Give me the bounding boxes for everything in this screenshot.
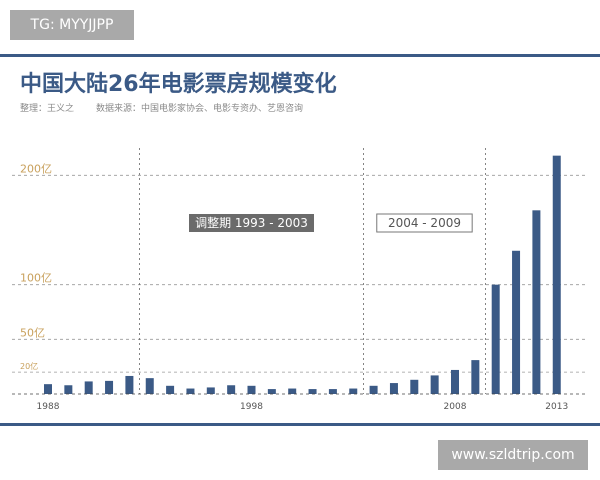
bar-2002 [328, 389, 337, 394]
bar-1990 [84, 381, 93, 394]
subtitle-author: 整理：王义之 [20, 104, 75, 114]
period-annotation-box [376, 213, 473, 233]
bar-1996 [206, 387, 215, 394]
y-tick-label: 50亿 [20, 326, 45, 339]
box-office-bar-chart: 20亿 50亿 100亿 200亿 调整期 1993 - 2003 2004 - 200… [12, 148, 588, 412]
bar-1988 [44, 384, 52, 394]
bar-2003 [349, 388, 358, 394]
bar-1989 [64, 385, 73, 394]
y-tick-label: 100亿 [20, 272, 52, 285]
x-axis: 1988 1998 2008 2013 [12, 393, 588, 412]
bar-2004 [369, 385, 378, 394]
period-annotation-label: 调整期 1993 - 2003 [195, 215, 308, 230]
top-divider [0, 54, 600, 57]
x-tick-label: 2008 [444, 402, 467, 412]
x-tick-label: 1988 [37, 402, 60, 412]
bar-1992 [125, 375, 134, 394]
bar-2009 [471, 360, 480, 394]
watermark-badge-top: TG: MYYJJPP [10, 10, 134, 40]
grid-lines: 20亿 50亿 100亿 200亿 [12, 148, 588, 394]
bar-2010 [491, 284, 500, 394]
watermark-badge-bottom: www.szldtrip.com [438, 440, 588, 470]
y-tick-label: 200亿 [20, 162, 52, 175]
x-tick-label: 1998 [240, 402, 263, 412]
chart-subtitle: 整理：王义之 数据来源：中国电影家协会、电影专资办、艺恩咨询 [20, 101, 303, 114]
y-tick-label: 20亿 [20, 361, 38, 371]
bar-2013 [552, 155, 561, 394]
bar-2005 [389, 383, 398, 394]
bar-1991 [105, 380, 114, 394]
bar-1995 [186, 388, 195, 394]
chart-title: 中国大陆26年电影票房规模变化 [20, 72, 337, 97]
bottom-divider [0, 423, 600, 426]
bar-2000 [288, 388, 297, 394]
bar-1997 [227, 385, 236, 394]
bar-1994 [166, 385, 175, 394]
bar-2008 [451, 369, 459, 394]
bars [44, 155, 561, 394]
subtitle-source: 数据来源：中国电影家协会、电影专资办、艺恩咨询 [96, 104, 304, 114]
period-annotations: 调整期 1993 - 2003 2004 - 2009 [189, 213, 473, 233]
bar-2012 [532, 210, 541, 394]
bar-2007 [430, 375, 439, 394]
bar-2006 [410, 379, 419, 394]
bar-2011 [512, 250, 521, 394]
period-annotation-label: 2004 - 2009 [388, 216, 461, 230]
bar-1993 [145, 378, 154, 394]
period-annotation-box [189, 214, 314, 232]
bar-1998 [247, 385, 256, 394]
bar-2001 [308, 389, 317, 394]
bar-1999 [267, 389, 276, 394]
x-tick-label: 2013 [545, 402, 568, 412]
